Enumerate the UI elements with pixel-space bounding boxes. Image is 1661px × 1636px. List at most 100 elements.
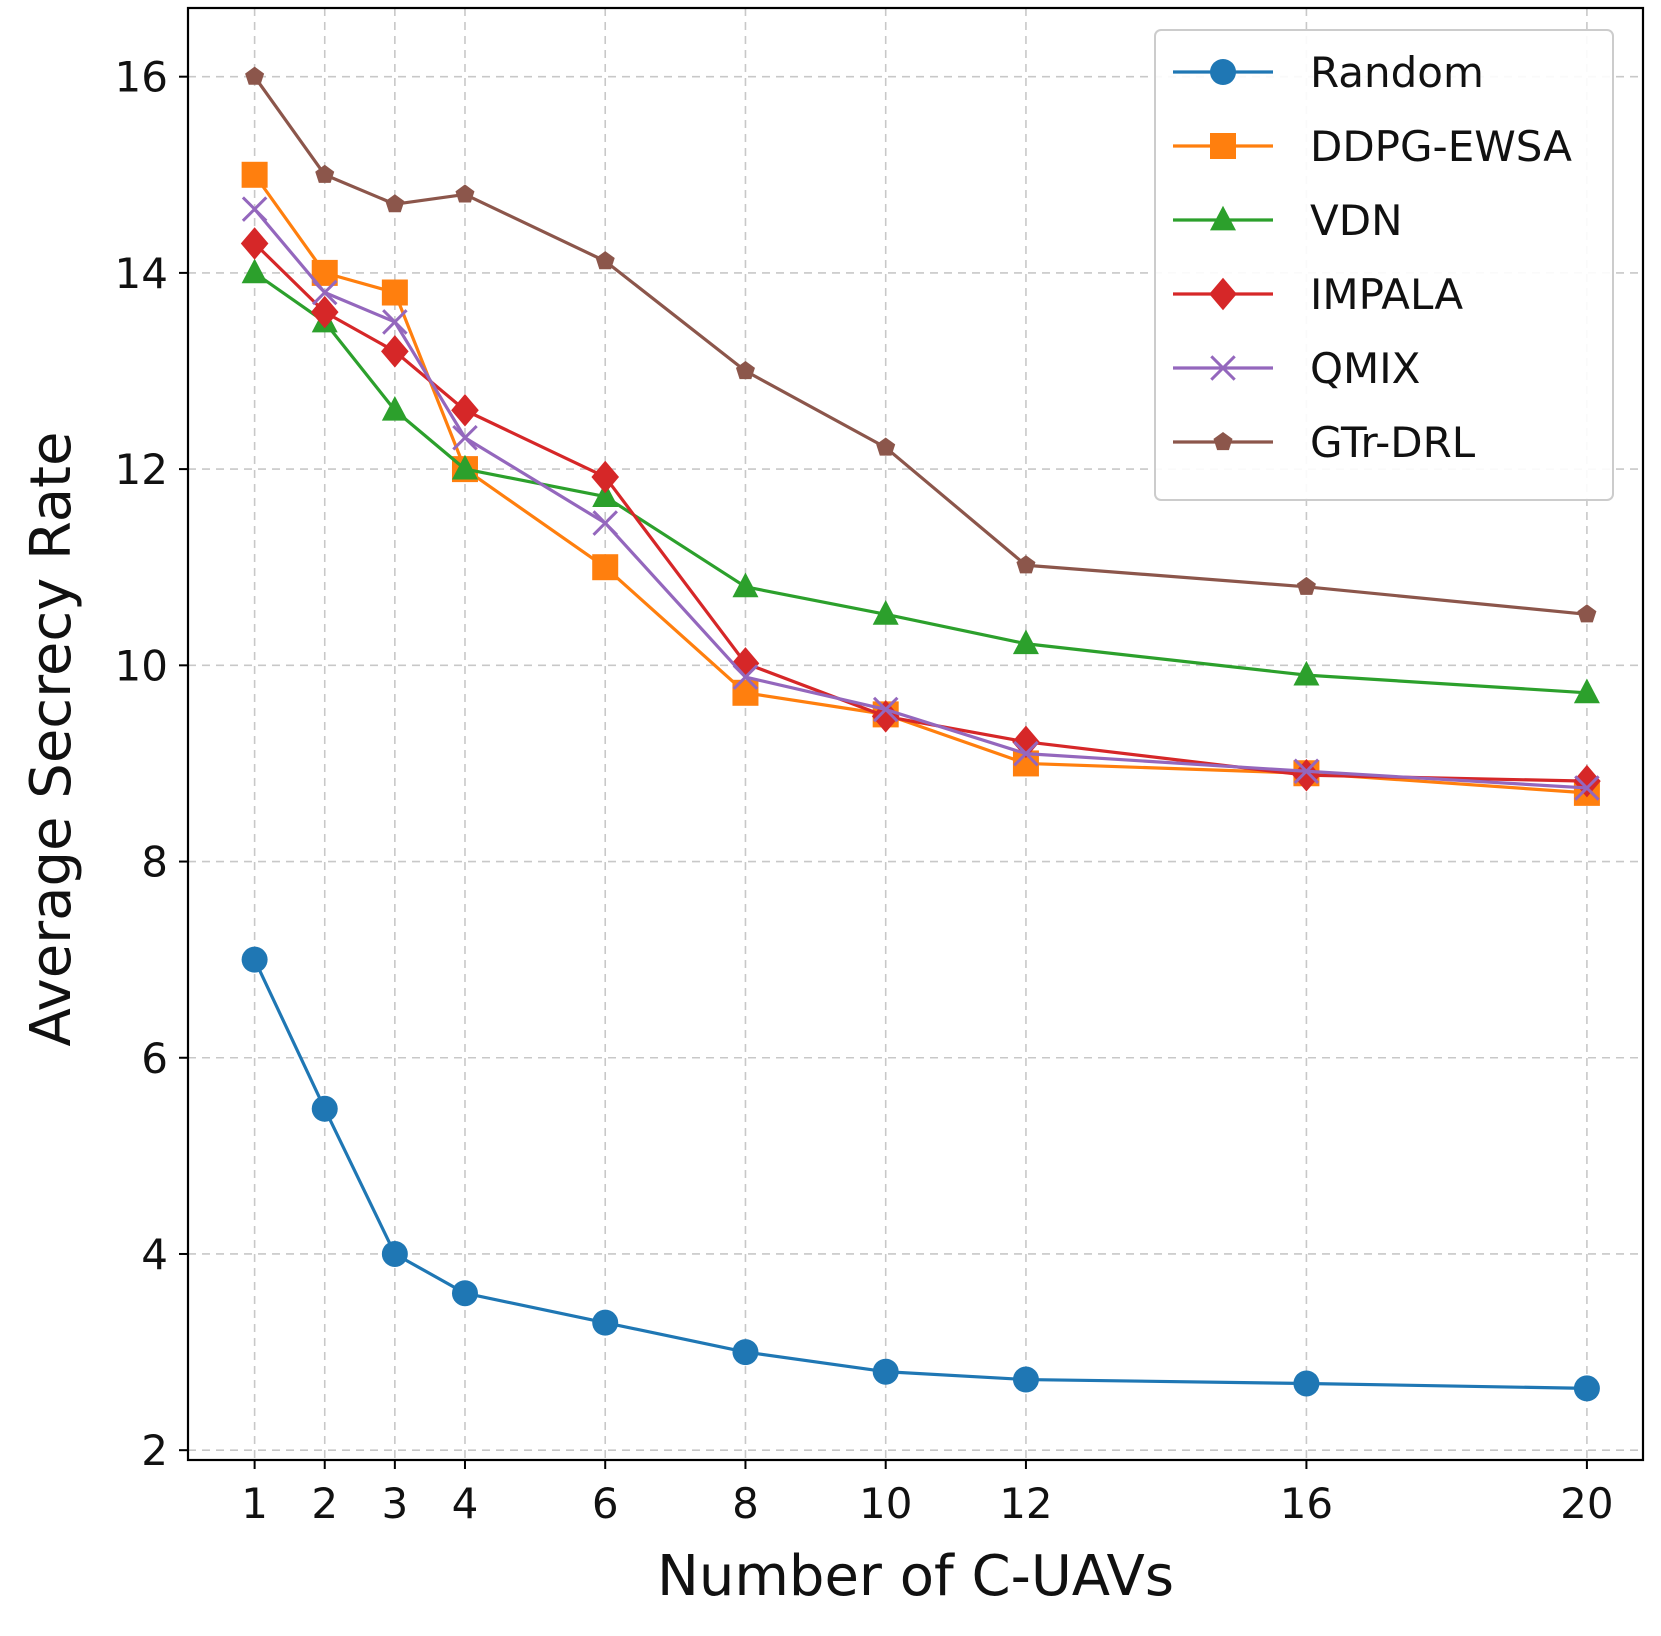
data-point-random	[732, 1339, 759, 1366]
legend-label: DDPG-EWSA	[1310, 122, 1572, 171]
x-tick-label: 8	[732, 1479, 759, 1528]
data-point-random	[592, 1309, 619, 1336]
legend-item-qmix: QMIX	[1173, 344, 1420, 393]
data-point-gtr-drl	[1016, 555, 1036, 574]
legend-label: GTr-DRL	[1310, 418, 1476, 467]
x-tick-label: 4	[452, 1479, 479, 1528]
legend-item-vdn: VDN	[1173, 196, 1403, 245]
y-tick-label: 16	[115, 53, 168, 102]
marker-x-stroke	[1293, 758, 1320, 785]
data-point-impala	[451, 393, 479, 427]
marker-x-stroke	[1574, 775, 1600, 801]
data-point-qmix	[452, 424, 478, 451]
data-point-random	[451, 1280, 478, 1307]
x-tick-label: 1	[241, 1479, 268, 1528]
x-tick-label: 10	[859, 1479, 912, 1528]
series-line-random	[253, 958, 1587, 1390]
data-point-qmix	[311, 279, 338, 306]
series-qmix	[241, 196, 1600, 801]
marker-x-stroke	[1210, 355, 1236, 381]
y-tick-label: 4	[141, 1230, 168, 1279]
data-point-random	[1573, 1375, 1600, 1402]
data-point-vdn	[1012, 629, 1039, 655]
data-point-gtr-drl	[735, 361, 755, 380]
data-point-gtr-drl	[876, 437, 896, 456]
data-point-impala	[240, 227, 269, 260]
data-point-vdn	[732, 572, 759, 598]
data-point-vdn	[592, 482, 619, 507]
series-line-qmix	[253, 208, 1587, 790]
marker-x-stroke	[1013, 740, 1039, 767]
marker-x-stroke	[732, 664, 759, 690]
data-point-impala	[381, 335, 409, 368]
legend-label: Random	[1310, 48, 1484, 97]
x-axis-label: Number of C-UAVs	[657, 1544, 1174, 1609]
data-point-random	[872, 1358, 899, 1385]
legend-item-gtr-drl: GTr-DRL	[1173, 418, 1476, 467]
data-point-qmix	[1013, 740, 1039, 767]
series-line-impala	[253, 242, 1587, 783]
data-point-vdn	[241, 258, 268, 284]
legend-label: IMPALA	[1310, 270, 1463, 319]
x-tick-label: 16	[1280, 1479, 1333, 1528]
data-point-qmix	[382, 309, 408, 335]
marker-x-stroke	[241, 196, 268, 222]
data-point-ddpg-ewsa	[732, 679, 759, 706]
y-tick-label: 10	[115, 641, 168, 690]
data-point-impala	[1573, 764, 1601, 798]
series-gtr-drl	[245, 66, 1597, 623]
y-tick-label: 14	[115, 249, 168, 298]
series-impala	[240, 227, 1601, 798]
data-point-gtr-drl	[245, 66, 265, 85]
marker-x-stroke	[382, 309, 408, 335]
data-point-qmix	[592, 510, 618, 536]
series-line-vdn	[253, 271, 1588, 695]
legend-item-ddpg-ewsa: DDPG-EWSA	[1173, 122, 1572, 171]
y-axis-label: Average Secrecy Rate	[19, 432, 84, 1047]
series-layer	[240, 66, 1601, 1402]
data-point-impala	[1012, 725, 1040, 759]
data-point-random	[381, 1240, 408, 1267]
x-tick-label: 12	[999, 1479, 1052, 1528]
x-tick-label: 2	[311, 1479, 338, 1528]
data-point-gtr-drl	[385, 194, 405, 213]
legend-item-impala: IMPALA	[1173, 270, 1463, 319]
legend-swatch-marker	[1210, 59, 1236, 85]
data-point-gtr-drl	[455, 184, 475, 203]
series-random	[241, 946, 1600, 1402]
y-tick-label: 8	[141, 838, 168, 887]
marker-x-stroke	[311, 279, 338, 306]
data-point-qmix	[1574, 775, 1600, 801]
data-point-random	[311, 1095, 338, 1122]
data-point-impala	[310, 295, 339, 329]
legend-label: VDN	[1310, 196, 1403, 245]
marker-x-stroke	[592, 510, 618, 536]
y-tick-label: 6	[141, 1034, 168, 1083]
data-point-gtr-drl	[1577, 604, 1597, 623]
data-point-ddpg-ewsa	[381, 279, 408, 306]
legend: Random DDPG-EWSA VDN IMPALA QMIX GTr-DRL	[1154, 29, 1614, 501]
legend-swatch-marker	[1210, 133, 1236, 159]
data-point-vdn	[872, 600, 899, 625]
data-point-qmix	[241, 196, 268, 222]
y-tick-label: 12	[115, 445, 168, 494]
marker-x-stroke	[452, 424, 478, 451]
plot-frame	[186, 6, 1645, 1462]
data-point-qmix	[872, 696, 899, 723]
data-point-qmix	[732, 664, 759, 690]
data-point-ddpg-ewsa	[241, 161, 268, 188]
legend-swatch-marker	[1213, 432, 1233, 451]
legend-swatch-marker	[1210, 355, 1236, 381]
data-point-random	[241, 946, 268, 973]
x-tick-label: 20	[1560, 1479, 1613, 1528]
legend-swatch-marker	[1209, 277, 1237, 311]
data-point-qmix	[1293, 758, 1320, 785]
marker-x-stroke	[872, 696, 899, 723]
y-tick-label: 2	[141, 1426, 168, 1475]
data-point-impala	[591, 460, 620, 494]
x-tick-label: 6	[592, 1479, 619, 1528]
x-tick-label: 3	[381, 1479, 408, 1528]
legend-item-random: Random	[1173, 48, 1484, 97]
